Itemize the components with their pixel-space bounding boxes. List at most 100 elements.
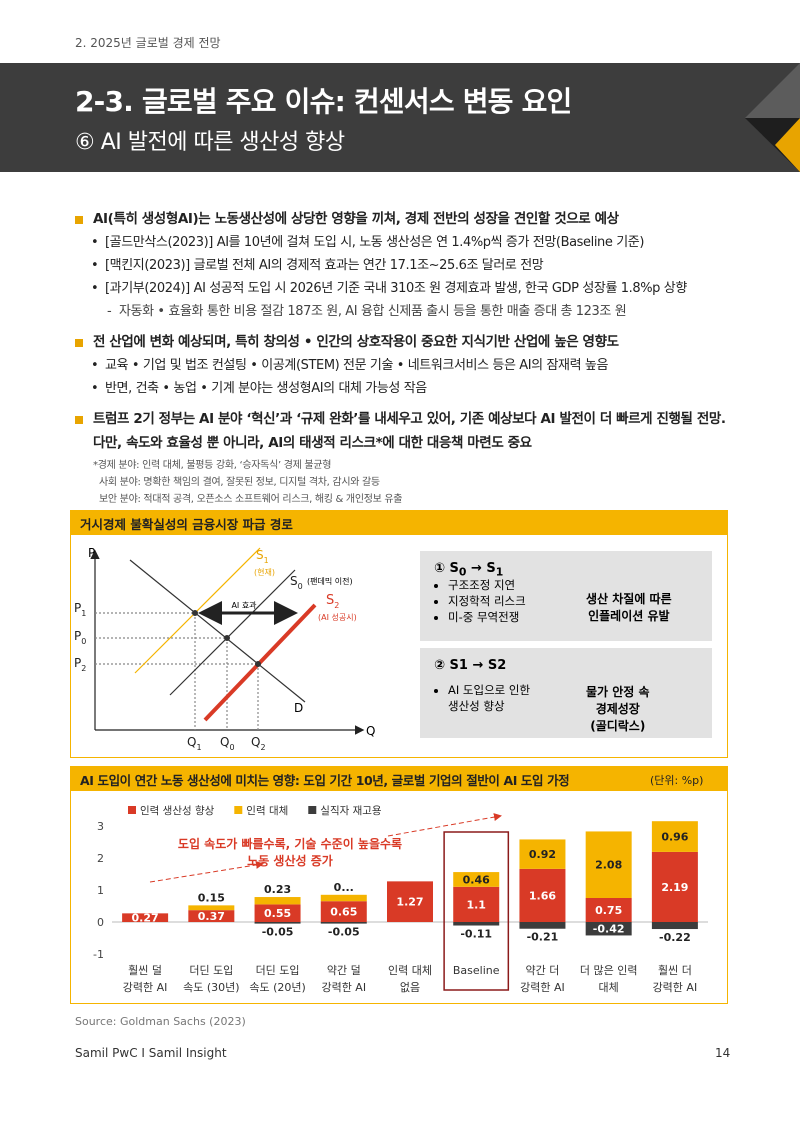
diagram-title: 거시경제 불확실성의 금융시장 파급 경로 — [80, 517, 293, 532]
value-label: 0.37 — [198, 910, 225, 923]
label-sub: 1 — [264, 556, 269, 565]
bar-segment — [519, 839, 566, 869]
graph-label: P1 — [74, 601, 86, 618]
graph-label: Q0 — [220, 735, 235, 752]
value-label: 0.55 — [264, 907, 291, 920]
x-tick-label: 더딘 도입 속도 (30년) — [183, 964, 239, 994]
x-tick-label: 훨씬 덜 강력한 AI — [123, 964, 168, 994]
bullet: [과기부(2024)] AI 성공적 도입 시 2026년 기준 국내 310조… — [75, 277, 735, 300]
box-item: AI 도입으로 인한 생산성 향상 — [448, 682, 530, 714]
chart-title: AI 도입이 연간 노동 생산성에 미치는 영향: 도입 기간 10년, 글로벌… — [80, 773, 570, 788]
curve-note: (AI 성공시) — [318, 613, 357, 622]
value-label: 0... — [334, 881, 354, 894]
body: AI(특히 생성형AI)는 노동생산성에 상당한 영향을 끼쳐, 경제 전반의 … — [75, 200, 735, 508]
note: *경제 분야: 인력 대체, 불평등 강화, ‘승자독식’ 경제 불균형 — [93, 460, 332, 471]
decor — [775, 118, 800, 172]
legend-swatch — [234, 806, 243, 814]
box-title: ① S0 → S1 — [434, 561, 504, 579]
label-main: P — [74, 656, 81, 670]
value-label: 0.65 — [330, 906, 357, 919]
bar-segment — [453, 922, 500, 926]
value-label: 0.23 — [264, 883, 291, 896]
bullet: AI(특히 생성형AI)는 노동생산성에 상당한 영향을 끼쳐, 경제 전반의 … — [75, 207, 735, 231]
bar-segment — [519, 922, 566, 929]
label-sub: 2 — [81, 664, 86, 673]
value-label: 1.66 — [529, 889, 556, 902]
graph-label: Q2 — [251, 735, 266, 752]
legend-label: 실직자 재고용 — [320, 805, 382, 817]
y-tick-label: 2 — [97, 852, 104, 865]
value-label: -0.21 — [527, 931, 559, 944]
label-sub: 0 — [81, 637, 86, 646]
bar-segment — [585, 898, 632, 922]
bullet: 반면, 건축 • 농업 • 기계 분야는 생성형AI의 대체 가능성 작음 — [75, 377, 735, 400]
axis-label: P — [88, 546, 95, 560]
chart-unit: (단위: %p) — [650, 774, 704, 787]
x-tick-label: Baseline — [453, 964, 500, 977]
label-sub: 0 — [229, 743, 234, 752]
graph-label: S0 — [290, 574, 303, 591]
subtitle: ⑥ AI 발전에 따른 생산성 향상 — [75, 130, 345, 155]
box: ① S0 → S1 구조조정 지연지정학적 리스크미-중 무역전쟁 생산 차질에… — [420, 551, 712, 641]
legend-label: 인력 대체 — [246, 805, 288, 817]
value-label: 1.27 — [396, 896, 423, 909]
section-label: 2. 2025년 글로벌 경제 전망 — [75, 36, 221, 50]
graph-label: P2 — [74, 656, 86, 673]
value-label: 0.46 — [463, 873, 490, 886]
label-main: Q — [220, 735, 229, 749]
note: 사회 분야: 명확한 책임의 결여, 잘못된 정보, 디지털 격차, 감시와 갈… — [99, 477, 380, 488]
annotation-arrow — [387, 813, 502, 837]
curve-note: (현재) — [254, 568, 275, 577]
highlight-box — [443, 831, 510, 991]
label-main: S — [256, 548, 264, 562]
bar-segment — [320, 894, 367, 902]
y-tick-label: 0 — [97, 916, 104, 929]
bullet: 교육 • 기업 및 법조 컨설팅 • 이공계(STEM) 전문 기술 • 네트워… — [75, 354, 735, 377]
box-item: 미-중 무역전쟁 — [448, 609, 526, 625]
bar-segment — [651, 821, 698, 852]
source: Source: Goldman Sachs (2023) — [75, 1015, 246, 1028]
bar-segment — [651, 851, 698, 922]
legend-swatch — [128, 806, 136, 814]
bullet: [골드만삭스(2023)] AI를 10년에 걸쳐 도입 시, 노동 생산성은 … — [75, 231, 735, 254]
effect-label: AI 효과 — [231, 601, 257, 610]
box-item: 지정학적 리스크 — [448, 593, 526, 609]
value-label: -0.22 — [659, 931, 691, 944]
y-tick-label: -1 — [93, 948, 104, 961]
bar-segment — [320, 922, 367, 924]
graph-label: P0 — [74, 629, 86, 646]
bar-segment — [585, 831, 632, 898]
chart-border — [70, 766, 728, 1004]
bar-segment — [122, 913, 169, 922]
value-label: 0.15 — [198, 891, 225, 904]
header-band — [0, 63, 800, 172]
bar-segment — [254, 904, 301, 922]
x-tick-label: 약간 더 강력한 AI — [520, 963, 565, 994]
chart-header — [70, 766, 728, 791]
annotation-arrow — [149, 861, 264, 883]
legend-swatch — [308, 806, 317, 814]
graph-label: S1 — [256, 548, 269, 565]
value-label: -0.11 — [460, 928, 492, 941]
label-main: Q — [251, 735, 260, 749]
label-sub: 2 — [334, 601, 339, 610]
value-label: 0.75 — [595, 904, 622, 917]
x-tick-label: 훨씬 더 강력한 AI — [653, 964, 698, 994]
box-item: 구조조정 지연 — [448, 577, 526, 593]
x-tick-label: 인력 대체 없음 — [388, 964, 432, 994]
value-label: 2.19 — [661, 881, 688, 894]
note: 보안 분야: 적대적 공격, 오픈소스 소프트웨어 리스크, 해킹 & 개인정보… — [99, 494, 403, 505]
bar-segment — [519, 868, 566, 922]
label-sub: 1 — [196, 743, 201, 752]
bullet: 전 산업에 변화 예상되며, 특히 창의성 • 인간의 상호작용이 중요한 지식… — [75, 330, 735, 354]
annotation: 도입 속도가 빠를수록, 기술 수준이 높을수록 노동 생산성 증가 — [177, 837, 403, 868]
label-main: S — [290, 574, 298, 588]
bar-segment — [188, 905, 235, 911]
label-sub: 0 — [298, 582, 303, 591]
value-label: -0.05 — [328, 926, 360, 939]
axis-label: Q — [366, 724, 375, 738]
decor — [745, 118, 800, 172]
graph-label: S2 — [326, 593, 339, 610]
